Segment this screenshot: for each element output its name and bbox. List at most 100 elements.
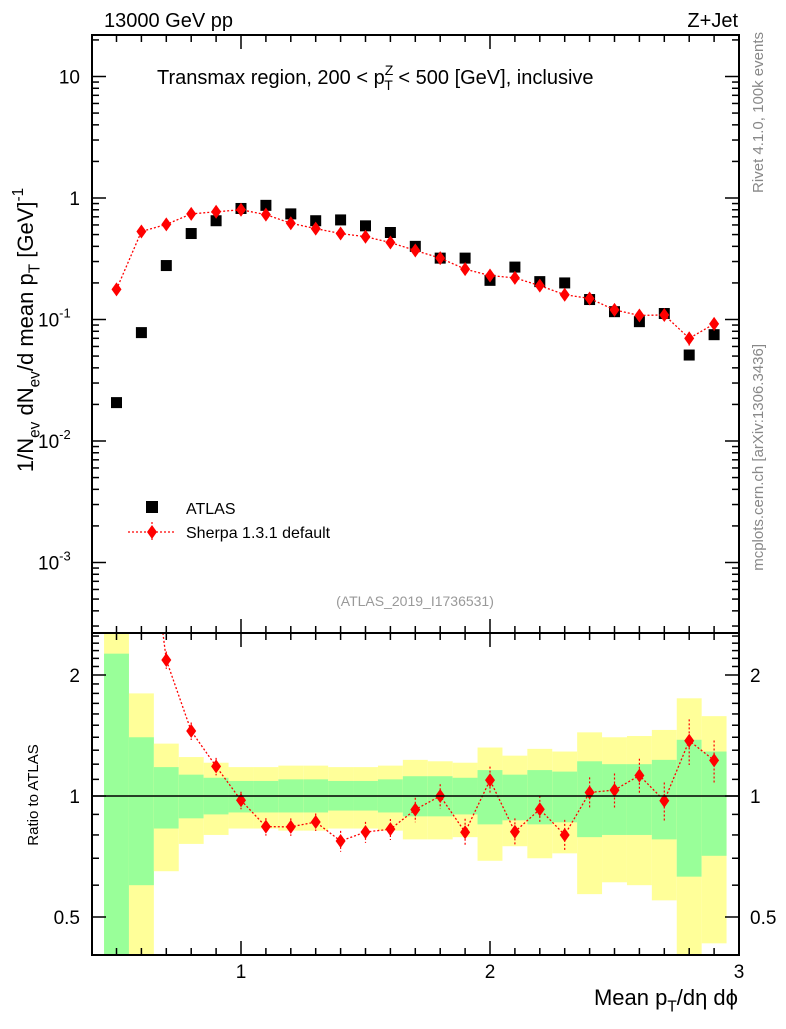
legend-sherpa-marker — [147, 525, 157, 539]
label-segment: /d mean p — [13, 273, 38, 371]
sherpa-ratio-point — [534, 802, 545, 817]
sherpa-ratio-point — [659, 793, 670, 808]
sherpa-ratio-point — [385, 822, 396, 837]
label-segment: -1 — [10, 188, 27, 202]
label-segment: ev — [27, 371, 44, 388]
header-left: 13000 GeV pp — [104, 10, 233, 32]
header-right: Z+Jet — [687, 10, 738, 32]
sherpa-line — [115, 209, 715, 340]
y-tick-base: 10 — [59, 68, 80, 89]
sherpa-ratio-point — [460, 825, 471, 840]
sherpa-point — [559, 287, 570, 302]
label-segment: dN — [13, 387, 38, 421]
atlas-point — [111, 397, 122, 409]
label-segment: [GeV] — [13, 202, 38, 264]
y-tick-label: 10-2 — [38, 427, 71, 453]
sherpa-point — [509, 270, 520, 285]
sherpa-point — [385, 235, 396, 250]
sherpa-ratio-point — [161, 652, 172, 667]
sherpa-point — [410, 243, 421, 258]
atlas-point — [185, 228, 197, 240]
sherpa-point — [460, 262, 471, 277]
side-text-top: Rivet 4.1.0, 100k events — [750, 32, 767, 193]
atlas-point — [559, 277, 571, 289]
sherpa-point — [136, 224, 147, 239]
ratio-tick-label-right: 0.5 — [750, 908, 776, 929]
y-tick-base: 10 — [38, 311, 59, 332]
ratio-tick-label-left: 1 — [69, 787, 80, 808]
atlas-point — [335, 214, 347, 226]
sherpa-point — [161, 217, 172, 232]
atlas-point — [310, 215, 322, 227]
sherpa-ratio-point — [112, 414, 122, 428]
label-segment: < 500 [GeV], inclusive — [393, 67, 594, 89]
sherpa-point — [285, 216, 296, 231]
ratio-tick-label-left: 2 — [69, 666, 80, 687]
sherpa-point — [186, 206, 197, 221]
sherpa-ratio-point — [684, 733, 695, 748]
atlas-point — [260, 199, 272, 211]
label-segment: /dη dϕ — [677, 985, 738, 1010]
sherpa-point — [684, 331, 695, 346]
y-tick-label: 1 — [69, 189, 80, 210]
atlas-point — [708, 329, 720, 341]
sherpa-point — [335, 226, 346, 241]
sherpa-ratio-point — [260, 819, 271, 834]
label-segment: Z — [385, 62, 394, 78]
sherpa-point — [435, 251, 446, 266]
sherpa-point — [236, 202, 246, 217]
sherpa-ratio-point — [509, 824, 520, 839]
y-tick-label: 10-1 — [38, 306, 71, 332]
y-tick-exponent: -3 — [59, 549, 71, 564]
sherpa-point — [709, 316, 720, 331]
ratio-tick-label-right: 1 — [750, 787, 761, 808]
x-tick-label: 2 — [485, 962, 496, 983]
label-segment: Transmax region, 200 < p — [157, 67, 385, 89]
sherpa-ratio-point — [310, 815, 321, 830]
y-tick-base: 1 — [69, 189, 80, 210]
atlas-point — [360, 220, 371, 232]
x-tick-label: 1 — [236, 962, 247, 983]
x-tick-label: 3 — [734, 962, 745, 983]
x-axis-label: Mean pT/dη dϕ — [594, 985, 738, 1016]
label-segment: T — [27, 263, 44, 273]
stat-uncertainty-band — [128, 737, 154, 886]
sherpa-point — [584, 291, 595, 306]
sherpa-ratio-point — [410, 802, 421, 817]
label-segment: Mean p — [594, 985, 667, 1010]
ratio-tick-label-left: 0.5 — [54, 908, 80, 929]
analysis-id: (ATLAS_2019_I1736531) — [336, 593, 494, 609]
legend-atlas-marker — [146, 501, 158, 513]
label-segment: T — [384, 77, 393, 93]
sherpa-point — [260, 207, 271, 222]
atlas-point — [160, 260, 172, 272]
label-segment: ev — [27, 421, 44, 438]
sherpa-ratio-point — [559, 827, 570, 842]
stat-uncertainty-band — [104, 653, 129, 955]
stat-uncertainty-band — [602, 764, 627, 835]
sherpa-point — [360, 229, 371, 244]
y-tick-base: 10 — [38, 554, 59, 575]
sherpa-point — [211, 204, 222, 219]
sherpa-point — [609, 302, 620, 317]
sherpa-ratio-point — [335, 834, 346, 849]
main-frame — [91, 34, 740, 634]
sherpa-ratio-point — [609, 783, 620, 798]
atlas-point — [285, 208, 297, 220]
ratio-tick-label-right: 2 — [750, 666, 761, 687]
chart-marks — [111, 199, 720, 852]
atlas-point — [683, 349, 695, 361]
plot-title: Transmax region, 200 < pZ T < 500 [GeV], … — [157, 62, 594, 93]
sherpa-ratio-point — [136, 455, 146, 469]
y-tick-base: 10 — [38, 432, 59, 453]
sherpa-ratio-point — [634, 768, 645, 783]
atlas-point — [210, 215, 222, 227]
sherpa-point — [659, 307, 670, 322]
ratio-uncertainty-bands — [104, 633, 727, 955]
atlas-point — [459, 252, 471, 264]
side-text-bottom: mcplots.cern.ch [arXiv:1306.3436] — [750, 344, 767, 571]
sherpa-point — [634, 308, 645, 323]
stat-uncertainty-band — [552, 771, 578, 823]
